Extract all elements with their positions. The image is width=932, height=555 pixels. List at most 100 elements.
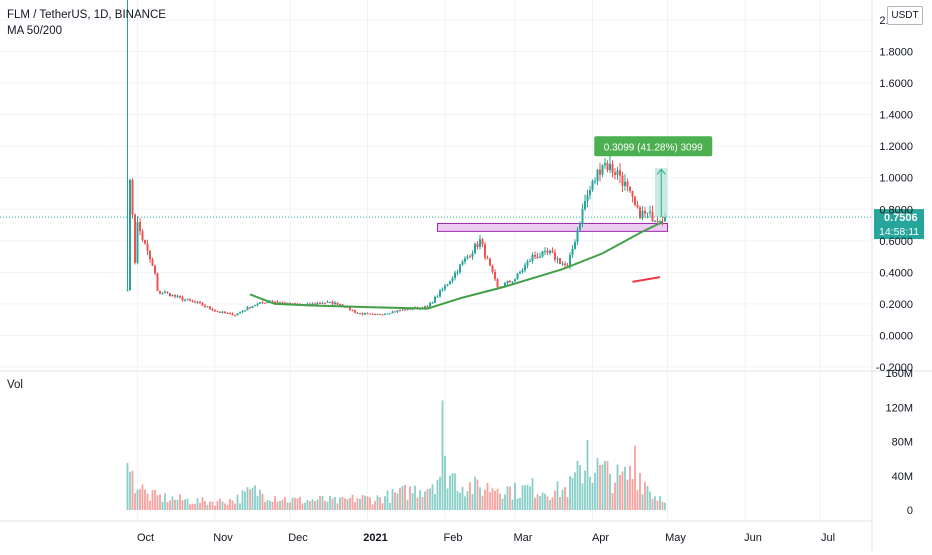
volume-bar (564, 487, 566, 510)
candle-body (164, 292, 166, 294)
candle-body (166, 292, 169, 294)
volume-bar (394, 492, 396, 510)
volume-bar (496, 488, 499, 510)
candle-body (569, 255, 571, 266)
volume-bar (594, 472, 596, 510)
legend-symbol-line[interactable]: FLM / TetherUS, 1D, BINANCE (7, 9, 166, 21)
volume-bar (419, 490, 421, 510)
candle-body (561, 263, 564, 265)
volume-bar (554, 490, 556, 510)
candle-body (459, 264, 461, 273)
candle-body (234, 315, 236, 317)
zone-group (437, 222, 668, 232)
candle-body (656, 221, 659, 223)
volume-bar (659, 495, 661, 510)
volume-bar (381, 503, 384, 510)
volume-bar (371, 504, 374, 510)
volume-bar (286, 502, 289, 510)
volume-bar (644, 481, 646, 510)
candle-body (456, 272, 459, 274)
volume-bar (584, 470, 586, 510)
volume-bar (284, 497, 286, 510)
volume-bar (186, 498, 189, 510)
candle-body (626, 181, 629, 187)
currency-button[interactable]: USDT (887, 6, 923, 25)
price-axis-background (872, 0, 932, 550)
legend-volume[interactable]: Vol (7, 379, 23, 391)
volume-bar (269, 500, 271, 510)
volume-bar (159, 494, 161, 510)
candle-body (144, 239, 146, 244)
volume-bar (581, 483, 584, 510)
volume-bar (391, 488, 394, 510)
candle-body (604, 163, 606, 166)
candle-body (244, 310, 246, 312)
candle-body (221, 311, 224, 313)
volume-bar (386, 490, 389, 510)
measure-group: 0.3099 (41.28%) 3099 (594, 136, 713, 218)
volume-tick-label: 120M (885, 402, 913, 414)
volume-bar (501, 498, 504, 510)
volume-bar (199, 502, 201, 510)
volume-bar (354, 502, 356, 510)
candle-body (584, 201, 586, 210)
volume-bar (534, 497, 536, 510)
volume-bar (156, 495, 159, 510)
volume-bar (359, 498, 361, 510)
volume-bar (621, 471, 624, 510)
candle-body (314, 303, 316, 305)
candle-body (489, 258, 491, 266)
candle-body (251, 305, 254, 308)
candles (126, 0, 666, 317)
candle-body (141, 231, 144, 240)
volume-bar (524, 485, 526, 510)
volume-bar (161, 501, 164, 510)
volume-bar (476, 479, 479, 510)
candle-body (391, 311, 394, 314)
candle-body (606, 163, 609, 171)
volume-bar (214, 505, 216, 510)
candle-body (231, 313, 234, 316)
volume-bar (179, 494, 181, 510)
candle-body (261, 302, 264, 304)
volume-bar (484, 489, 486, 510)
candle-body (151, 259, 154, 266)
red-marker-line (632, 276, 661, 283)
candle-body (366, 313, 369, 315)
volume-bar (454, 473, 456, 510)
volume-bar (494, 490, 496, 510)
volume-bar (611, 493, 614, 510)
price-tick-label: 1.4000 (879, 110, 913, 122)
candle-body (371, 313, 374, 315)
candle-body (384, 313, 386, 315)
candle-body (246, 307, 249, 311)
volume-bar (274, 495, 276, 510)
legend-indicator[interactable]: MA 50/200 (7, 25, 62, 37)
candle-body (609, 163, 611, 171)
candle-body (639, 207, 641, 219)
volume-bar (271, 501, 274, 510)
candle-body (446, 284, 449, 286)
volume-tick-label: 40M (892, 471, 913, 483)
volume-bar (446, 488, 449, 510)
volume-bar (326, 501, 329, 510)
volume-bar (601, 464, 604, 510)
candle-body (216, 311, 219, 313)
volume-bar (439, 476, 441, 510)
candle-body (551, 250, 554, 253)
candle-body (239, 312, 241, 314)
candle-body (634, 196, 636, 205)
candle-body (624, 181, 626, 186)
candle-body (274, 301, 276, 303)
candle-body (516, 273, 519, 280)
volume-bar (264, 501, 266, 510)
candle-body (481, 239, 484, 245)
volume-bar (294, 497, 296, 510)
candle-body (404, 309, 406, 311)
volume-bar (596, 458, 599, 510)
candle-body (229, 313, 231, 315)
volume-bar (511, 499, 514, 510)
candle-body (129, 179, 131, 291)
volume-bar (464, 496, 466, 510)
